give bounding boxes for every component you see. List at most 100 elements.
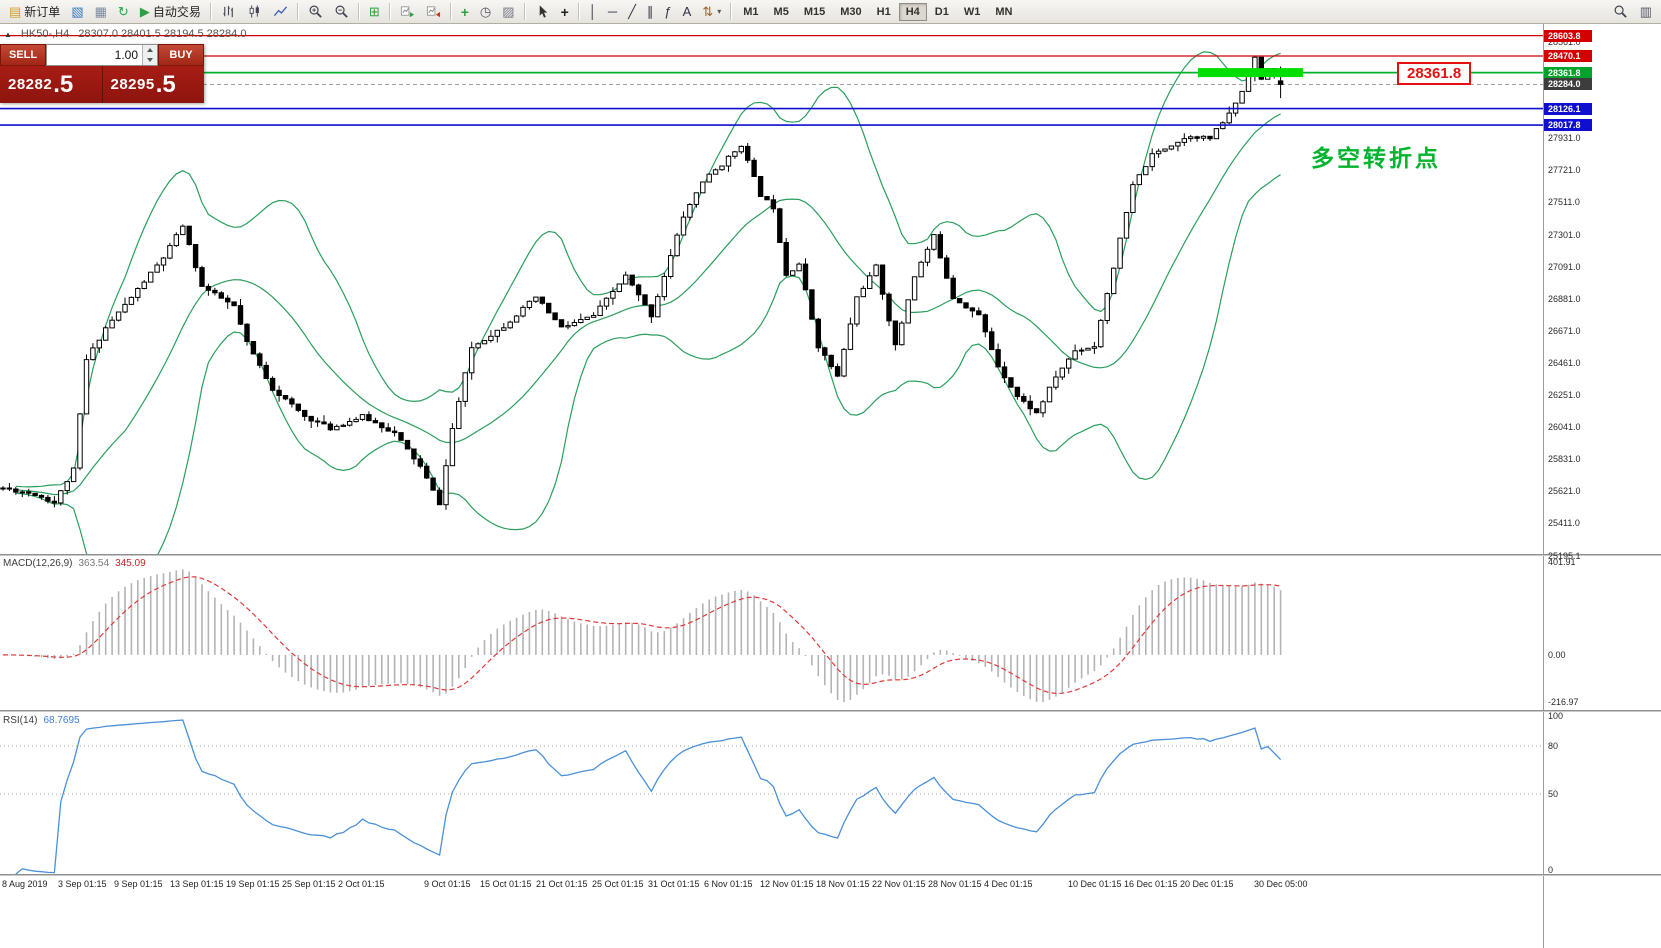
chart-shift-button[interactable] — [421, 2, 446, 22]
tile-windows-icon: ⊞ — [368, 4, 380, 19]
timeframe-d1-button[interactable]: D1 — [928, 3, 956, 21]
time-axis-label: 16 Dec 01:15 — [1124, 879, 1178, 889]
timeframe-m1-button[interactable]: M1 — [736, 3, 765, 21]
data-window-icon: ▥ — [1639, 4, 1652, 19]
volume-decrease-button[interactable] — [143, 55, 157, 65]
data-window-button[interactable]: ▥ — [1635, 2, 1657, 22]
crosshair-button[interactable]: + — [556, 2, 574, 22]
toolbar-right-group: ▥ — [1608, 2, 1657, 22]
refresh-button[interactable]: ↻ — [113, 2, 134, 22]
toolbar-separator — [209, 3, 212, 20]
buy-button[interactable]: BUY — [158, 44, 204, 66]
vertical-line-button[interactable]: │ — [584, 2, 602, 22]
new-chart-icon: ▧ — [71, 4, 84, 19]
chevron-down-icon: ▾ — [717, 7, 722, 16]
time-axis-label: 22 Nov 01:15 — [872, 879, 926, 889]
time-axis-label: 19 Sep 01:15 — [226, 879, 280, 889]
volume-field[interactable]: 1.00 — [46, 44, 158, 66]
toolbar-separator — [357, 3, 360, 20]
panel-separator[interactable] — [0, 554, 1661, 556]
zoom-in-button[interactable] — [303, 2, 328, 22]
search-button[interactable] — [1608, 2, 1633, 22]
zoom-in-icon — [308, 4, 323, 19]
periods-button[interactable]: ◷ — [475, 2, 496, 22]
horizontal-line-button[interactable]: ─ — [603, 2, 622, 22]
toolbar-separator — [388, 3, 391, 20]
horizontal-line-icon: ─ — [607, 4, 618, 19]
bars-chart-button[interactable] — [216, 2, 241, 22]
cursor-icon — [535, 4, 550, 19]
price-level-badge: 28361.8 — [1544, 66, 1592, 79]
candlestick-chart-button[interactable] — [242, 2, 267, 22]
price-flag-annotation[interactable]: 28361.8 — [1397, 62, 1472, 85]
volume-increase-button[interactable] — [143, 45, 157, 55]
one-click-collapse-button[interactable]: ▲ — [4, 29, 12, 39]
timeframe-h1-button[interactable]: H1 — [870, 3, 898, 21]
price-tick-label: 25621.0 — [1548, 485, 1581, 496]
search-icon — [1613, 4, 1628, 19]
timeframe-m5-button[interactable]: M5 — [767, 3, 796, 21]
line-chart-button[interactable] — [268, 2, 293, 22]
macd-main-value: 363.54 — [78, 558, 110, 569]
price-tick-label: 26881.0 — [1548, 293, 1581, 304]
time-axis-label: 15 Oct 01:15 — [480, 879, 532, 889]
time-axis-label: 9 Sep 01:15 — [114, 879, 163, 889]
toolbar-separator — [730, 3, 733, 20]
autotrading-icon: ▶ — [139, 4, 150, 19]
timeframe-mn-button[interactable]: MN — [988, 3, 1019, 21]
macd-panel-canvas[interactable] — [0, 557, 1543, 710]
rsi-axis-label: 100 — [1548, 711, 1564, 721]
price-tick-label: 27721.0 — [1548, 165, 1581, 176]
time-axis-label: 18 Nov 01:15 — [816, 879, 870, 889]
rsi-axis-label: 0 — [1548, 865, 1554, 875]
timeframe-w1-button[interactable]: W1 — [957, 3, 988, 21]
tile-windows-button[interactable]: ⊞ — [364, 2, 385, 22]
vertical-line-icon: │ — [588, 4, 597, 19]
buy-price[interactable]: 28295 .5 — [101, 66, 205, 103]
volume-spinner — [142, 45, 157, 65]
new-order-button[interactable]: ▤ 新订单 — [4, 2, 65, 22]
autotrading-button[interactable]: ▶ 自动交易 — [135, 2, 206, 22]
timeframe-m15-button[interactable]: M15 — [797, 3, 832, 21]
turning-point-annotation[interactable]: 多空转折点 — [1311, 145, 1441, 171]
zoom-out-button[interactable] — [329, 2, 354, 22]
price-tick-label: 25195.1 — [1548, 551, 1581, 561]
macd-axis-label: 0.00 — [1548, 650, 1566, 660]
price-level-badge: 28603.8 — [1544, 29, 1592, 42]
price-level-badge: 28470.1 — [1544, 50, 1592, 63]
panel-separator[interactable] — [0, 874, 1661, 876]
price-level-badge: 28284.0 — [1544, 78, 1592, 91]
rsi-panel-canvas[interactable] — [0, 712, 1543, 874]
rsi-axis-label: 50 — [1548, 789, 1559, 799]
periods-icon: ◷ — [479, 4, 492, 19]
sell-price[interactable]: 28282 .5 — [0, 66, 102, 103]
timeframe-m30-button[interactable]: M30 — [833, 3, 868, 21]
indicators-add-button[interactable]: + — [456, 2, 474, 22]
price-tick-label: 27301.0 — [1548, 229, 1581, 240]
price-tick-label: 25831.0 — [1548, 453, 1581, 464]
volume-value[interactable]: 1.00 — [114, 48, 138, 62]
autotrading-label: 自动交易 — [152, 5, 201, 19]
sell-button[interactable]: SELL — [0, 44, 46, 66]
panel-separator[interactable] — [0, 710, 1661, 712]
profiles-button[interactable]: ▦ — [90, 2, 112, 22]
main-chart-canvas[interactable] — [0, 24, 1543, 556]
chart-title: HK50-,H4 — [20, 28, 70, 40]
sell-price-pip: .5 — [53, 70, 74, 98]
auto-scroll-button[interactable] — [395, 2, 420, 22]
timeframe-h4-button[interactable]: H4 — [898, 2, 927, 21]
arrows-button[interactable]: ⇅ ▾ — [697, 2, 726, 22]
fibonacci-button[interactable]: ƒ — [659, 2, 676, 22]
time-axis-label: 25 Oct 01:15 — [592, 879, 644, 889]
price-tick-label: 26461.0 — [1548, 357, 1581, 368]
text-label-button[interactable]: A — [678, 2, 697, 22]
trendline-button[interactable]: ╱ — [623, 2, 641, 22]
templates-button[interactable]: ▨ — [497, 2, 519, 22]
toolbar-separator — [523, 3, 526, 20]
new-chart-button[interactable]: ▧ — [66, 2, 88, 22]
equidistant-channel-button[interactable]: ∥ — [642, 2, 659, 22]
price-tick-label: 26041.0 — [1548, 421, 1581, 432]
cursor-button[interactable] — [530, 2, 555, 22]
time-axis-label: 3 Sep 01:15 — [58, 879, 107, 889]
